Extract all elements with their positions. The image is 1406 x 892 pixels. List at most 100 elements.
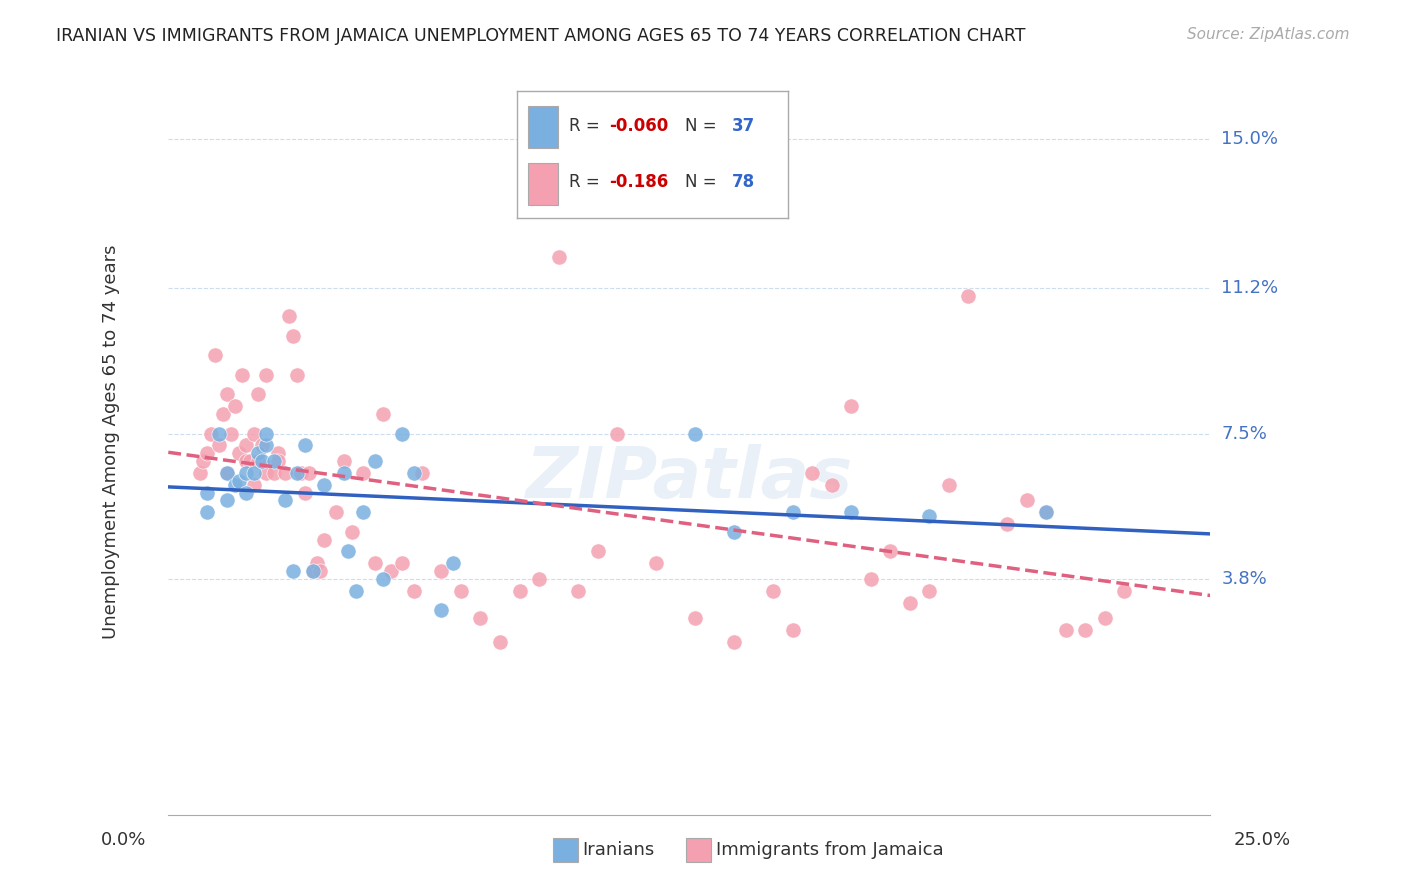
Point xyxy=(309,564,332,578)
Point xyxy=(606,426,628,441)
Point xyxy=(274,466,297,480)
Point xyxy=(212,407,235,421)
Point xyxy=(957,289,980,303)
Point xyxy=(839,399,862,413)
Point xyxy=(235,466,257,480)
Point xyxy=(762,583,785,598)
Point xyxy=(193,454,215,468)
Point xyxy=(195,446,218,460)
Point xyxy=(333,454,356,468)
Point xyxy=(290,466,312,480)
Point xyxy=(247,454,270,468)
Point xyxy=(821,477,844,491)
Point xyxy=(352,466,374,480)
Point xyxy=(208,438,231,452)
Point xyxy=(243,477,266,491)
Point xyxy=(215,387,238,401)
Point xyxy=(918,509,941,524)
Point xyxy=(195,505,218,519)
Point xyxy=(204,348,226,362)
Point xyxy=(254,438,277,452)
Point xyxy=(1035,505,1057,519)
Point xyxy=(224,477,246,491)
Point xyxy=(404,583,426,598)
Point xyxy=(285,466,308,480)
Text: Iranians: Iranians xyxy=(582,841,654,859)
Point xyxy=(879,544,901,558)
Point xyxy=(450,583,472,598)
Point xyxy=(509,583,531,598)
Point xyxy=(839,505,862,519)
Point xyxy=(208,426,231,441)
Point xyxy=(411,466,433,480)
Point xyxy=(1094,611,1116,625)
Point xyxy=(188,466,211,480)
Point xyxy=(645,556,668,570)
Point xyxy=(333,466,356,480)
Point xyxy=(294,438,316,452)
Point xyxy=(430,603,453,617)
Point xyxy=(195,485,218,500)
Point xyxy=(266,446,288,460)
Point xyxy=(336,544,359,558)
Point xyxy=(254,466,277,480)
Point xyxy=(239,454,262,468)
Point xyxy=(364,454,387,468)
Text: ZIPatlas: ZIPatlas xyxy=(526,444,853,513)
Point xyxy=(235,454,257,468)
Point xyxy=(1054,623,1077,637)
Text: Immigrants from Jamaica: Immigrants from Jamaica xyxy=(716,841,943,859)
Point xyxy=(586,544,609,558)
Point xyxy=(371,572,394,586)
Point xyxy=(301,564,323,578)
Point xyxy=(285,368,308,382)
Point xyxy=(723,524,745,539)
Point xyxy=(380,564,402,578)
Point xyxy=(470,611,492,625)
Point xyxy=(224,399,246,413)
Point xyxy=(266,454,288,468)
Point xyxy=(200,426,222,441)
Point xyxy=(352,505,374,519)
Point xyxy=(247,387,270,401)
Point xyxy=(567,583,589,598)
Point xyxy=(391,426,413,441)
Point xyxy=(801,466,824,480)
Point xyxy=(294,485,316,500)
Text: 25.0%: 25.0% xyxy=(1233,831,1291,849)
Point xyxy=(938,477,960,491)
Text: Unemployment Among Ages 65 to 74 years: Unemployment Among Ages 65 to 74 years xyxy=(103,244,120,639)
Point xyxy=(228,474,250,488)
Point xyxy=(782,505,804,519)
Text: Source: ZipAtlas.com: Source: ZipAtlas.com xyxy=(1187,27,1350,42)
Text: 0.0%: 0.0% xyxy=(101,831,146,849)
Point xyxy=(898,595,921,609)
Point xyxy=(430,564,453,578)
Point xyxy=(250,454,273,468)
Point xyxy=(1015,493,1038,508)
Point xyxy=(274,493,297,508)
Point xyxy=(215,466,238,480)
Point xyxy=(404,466,426,480)
Point xyxy=(325,505,347,519)
Point xyxy=(371,407,394,421)
Point xyxy=(1074,623,1097,637)
Point xyxy=(235,438,257,452)
Point xyxy=(254,426,277,441)
Point xyxy=(278,309,301,323)
Point xyxy=(723,634,745,648)
Point xyxy=(305,556,328,570)
Point xyxy=(247,446,270,460)
Point xyxy=(263,466,285,480)
Text: 15.0%: 15.0% xyxy=(1222,130,1278,148)
Point xyxy=(1035,505,1057,519)
Point xyxy=(215,493,238,508)
Point xyxy=(243,426,266,441)
Point xyxy=(344,583,367,598)
Text: 3.8%: 3.8% xyxy=(1222,570,1267,588)
Point xyxy=(250,438,273,452)
Point xyxy=(547,250,569,264)
Point xyxy=(441,556,464,570)
Point xyxy=(235,485,257,500)
Point xyxy=(995,516,1018,531)
